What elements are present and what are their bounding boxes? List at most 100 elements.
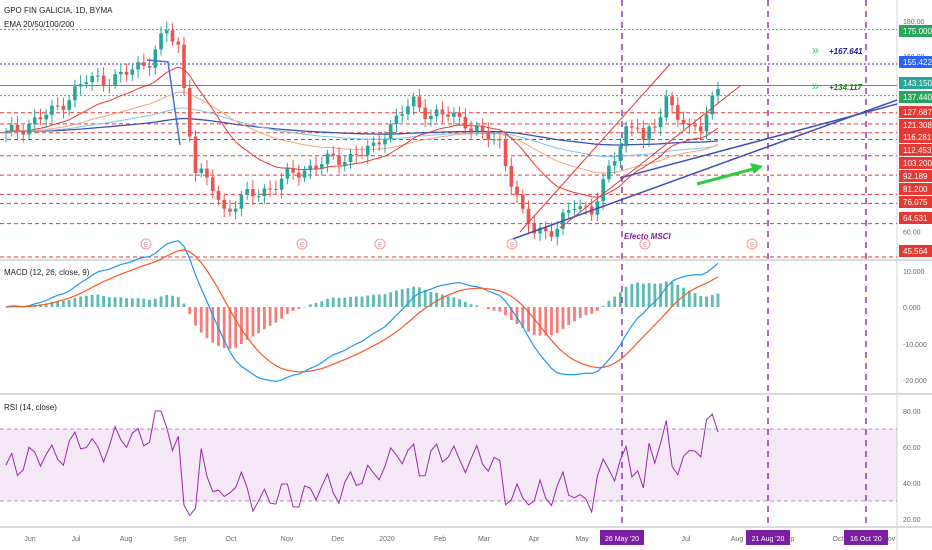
macd-bar: [194, 307, 197, 326]
candle-body: [624, 126, 628, 147]
candle-body: [216, 191, 221, 200]
earnings-label: E: [378, 243, 382, 249]
date-highlight: 16 Oct '20: [844, 530, 888, 545]
earnings-label: E: [144, 243, 148, 249]
candle-body: [704, 114, 709, 132]
macd-bar: [590, 307, 594, 314]
macd-bar: [504, 307, 507, 316]
candle-body: [291, 168, 295, 173]
macd-bar: [458, 299, 462, 307]
price-tag: 127.687: [899, 106, 932, 118]
macd-bar: [613, 296, 617, 307]
price-tag-text: 116.281: [903, 133, 932, 142]
candle-body: [452, 112, 456, 117]
macd-bar: [653, 283, 657, 307]
macd-bar: [337, 297, 341, 307]
macd-bar: [285, 307, 289, 315]
macd-bar: [62, 300, 65, 307]
candle-body: [251, 189, 255, 197]
price-tag-text: 92.189: [903, 172, 928, 181]
macd-bar: [555, 307, 559, 334]
candle-body: [297, 172, 301, 178]
trendline-drop: [146, 59, 181, 146]
candle-body: [693, 124, 697, 127]
earnings-marker: E: [506, 238, 518, 250]
price-tag: 112.453: [899, 144, 932, 156]
macd-bar: [486, 307, 490, 310]
candle-body: [486, 130, 491, 140]
macd-bar: [607, 300, 611, 307]
candle-body: [113, 74, 117, 86]
candle-body: [159, 33, 163, 50]
channel-lower: [559, 85, 741, 229]
macd-bar: [670, 281, 674, 307]
month-label: Feb: [434, 536, 446, 543]
candle-body: [176, 41, 181, 45]
price-tag: 92.189: [899, 170, 932, 182]
candle-body: [302, 170, 307, 178]
month-label: Apr: [529, 536, 541, 543]
annotation-target-2: +134.117: [829, 83, 863, 92]
candle-body: [630, 126, 634, 128]
macd-bar: [291, 307, 295, 311]
price-tag: 155.422: [899, 56, 932, 68]
candle-body: [440, 109, 445, 115]
candle-body: [566, 209, 571, 213]
macd-bar: [481, 306, 484, 308]
macd-bar: [159, 296, 163, 307]
candle-body: [526, 208, 531, 224]
candle-body: [84, 82, 89, 85]
macd-bar: [550, 307, 553, 336]
candle-body: [658, 117, 663, 128]
macd-bar: [705, 296, 708, 307]
date-highlight-text: 21 Aug '20: [752, 536, 785, 543]
month-label: Nov: [883, 536, 896, 543]
candle-body: [388, 124, 393, 139]
candle-body: [400, 114, 404, 116]
macd-bar: [515, 307, 519, 325]
candle-body: [274, 188, 278, 190]
macd-bar: [475, 305, 479, 307]
candle-body: [584, 206, 588, 208]
candle-body: [308, 165, 313, 171]
macd-bar: [389, 292, 393, 307]
rsi-line: [5, 410, 719, 517]
candle-body: [210, 177, 215, 192]
macd-bar: [647, 283, 651, 307]
price-tag-text: 127.687: [903, 108, 932, 117]
candle-body: [279, 178, 284, 190]
candle-body: [320, 164, 324, 169]
candle-body: [469, 128, 473, 132]
macd-bar: [165, 294, 169, 307]
macd-bar: [188, 307, 192, 315]
price-tag-text: 155.422: [903, 58, 932, 67]
macd-bar: [96, 294, 100, 307]
price-tag: 116.281: [899, 131, 932, 143]
month-label: Nov: [281, 536, 294, 543]
macd-bar: [130, 298, 134, 307]
candle-body: [618, 146, 623, 162]
macd-tick: 10.000: [903, 269, 925, 276]
price-tag-bg: [899, 196, 932, 208]
candle-body: [681, 119, 686, 124]
candle-body: [331, 153, 336, 156]
macd-bar: [527, 307, 530, 332]
candle-body: [417, 96, 422, 108]
annotation-target-1: +167.641: [829, 47, 863, 56]
candle-body: [193, 136, 198, 173]
macd-bar: [262, 307, 266, 330]
candle-body: [371, 142, 376, 146]
macd-bar: [636, 282, 640, 307]
macd-bar: [584, 307, 588, 316]
macd-bar: [205, 307, 209, 339]
candle-body: [411, 96, 416, 107]
candle-body: [457, 112, 462, 117]
candle-body: [4, 131, 8, 134]
month-label: Aug: [731, 536, 744, 543]
candle-body: [67, 100, 71, 110]
macd-bar: [469, 304, 473, 307]
macd-bar: [538, 307, 542, 336]
annotation-efecto-msci: Efecto MSCI: [624, 232, 671, 241]
macd-bar: [618, 292, 622, 307]
candle-body: [676, 105, 680, 120]
